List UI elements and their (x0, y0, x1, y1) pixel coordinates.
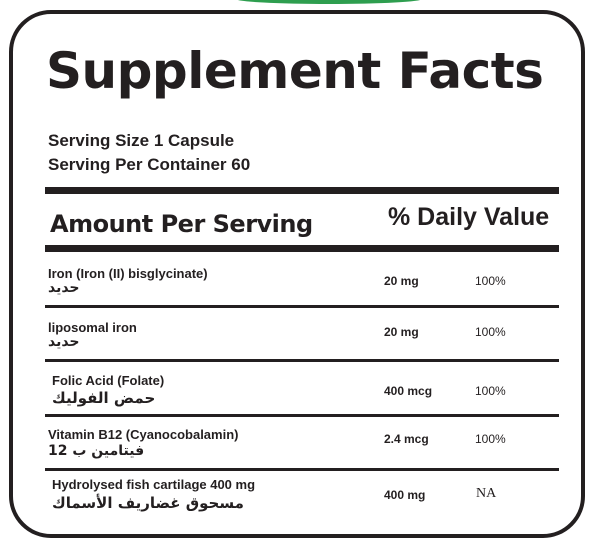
nutrient-daily-value: 100% (475, 384, 506, 398)
nutrient-name-arabic: حمض الفوليك (52, 389, 156, 407)
header-daily-value: % Daily Value (388, 203, 550, 231)
row-divider (45, 414, 559, 417)
nutrient-name-arabic: حديد (48, 280, 80, 296)
nutrient-name: Folic Acid (Folate) (52, 373, 165, 388)
nutrient-daily-value: NA (476, 486, 497, 501)
nutrient-amount: 400 mg (384, 488, 426, 502)
header-amount-per-serving: Amount Per Serving (50, 210, 313, 238)
nutrient-daily-value: 100% (475, 274, 506, 288)
divider-header (45, 245, 559, 252)
nutrient-amount: 20 mg (384, 274, 419, 288)
nutrient-amount: 2.4 mcg (384, 432, 429, 446)
nutrient-name: Hydrolysed fish cartilage 400 mg (52, 477, 256, 492)
row-divider (45, 359, 559, 362)
nutrient-daily-value: 100% (475, 325, 506, 339)
row-divider (45, 305, 559, 308)
row-divider (45, 468, 559, 471)
page-title: Supplement Facts (46, 42, 544, 100)
nutrient-amount: 20 mg (384, 325, 419, 339)
nutrient-amount: 400 mcg (384, 384, 433, 398)
nutrient-name: Iron (Iron (II) bisglycinate) (48, 266, 208, 281)
green-accent-arc (236, 0, 422, 4)
divider-thick (45, 187, 559, 194)
nutrient-name-arabic: مسحوق غضاريف الأسماك (52, 494, 244, 512)
nutrient-name-arabic: حديد (48, 334, 80, 350)
nutrient-daily-value: 100% (475, 432, 506, 446)
servings-per-container: Serving Per Container 60 (48, 155, 251, 174)
nutrient-name: liposomal iron (48, 320, 137, 335)
nutrient-name-arabic: فيتامين ب 12 (48, 443, 145, 459)
serving-size: Serving Size 1 Capsule (48, 131, 235, 150)
nutrient-name: Vitamin B12 (Cyanocobalamin) (48, 427, 239, 442)
supplement-facts-panel (9, 10, 585, 538)
